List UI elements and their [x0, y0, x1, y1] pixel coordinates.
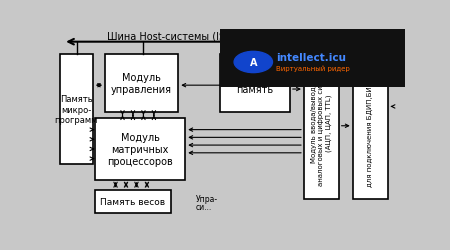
Bar — [60, 55, 93, 165]
Bar — [94, 190, 171, 213]
Text: Шина Host-системы (ISA, PCI, VME т.п.): Шина Host-системы (ISA, PCI, VME т.п.) — [107, 32, 306, 42]
Text: Память весов: Память весов — [100, 197, 166, 206]
Bar — [94, 118, 185, 180]
Bar — [220, 55, 290, 113]
Text: Модуль
матричных
процессоров: Модуль матричных процессоров — [107, 133, 173, 166]
Circle shape — [234, 52, 272, 73]
Text: си...: си... — [196, 202, 212, 211]
Text: Модуль
управления: Модуль управления — [111, 73, 172, 95]
Text: для подключения БДИП,БИКП,БКИ: для подключения БДИП,БИКП,БКИ — [367, 59, 373, 186]
Text: Память
микро-
программ: Память микро- программ — [54, 95, 98, 125]
Text: A: A — [250, 58, 257, 68]
Bar — [220, 30, 405, 88]
Text: Упра-: Упра- — [196, 194, 218, 203]
Text: Модуль ввода/вывода
аналоговых и цифровых сигналов
(АЦП, ЦАП, TTL): Модуль ввода/вывода аналоговых и цифровы… — [311, 60, 332, 185]
Bar — [105, 55, 178, 113]
Text: Виртуальный ридер: Виртуальный ридер — [276, 65, 350, 72]
Text: intellect.icu: intellect.icu — [276, 53, 346, 63]
Bar — [304, 46, 339, 200]
Bar — [353, 46, 387, 200]
Text: Рабочая
память: Рабочая память — [234, 73, 276, 95]
